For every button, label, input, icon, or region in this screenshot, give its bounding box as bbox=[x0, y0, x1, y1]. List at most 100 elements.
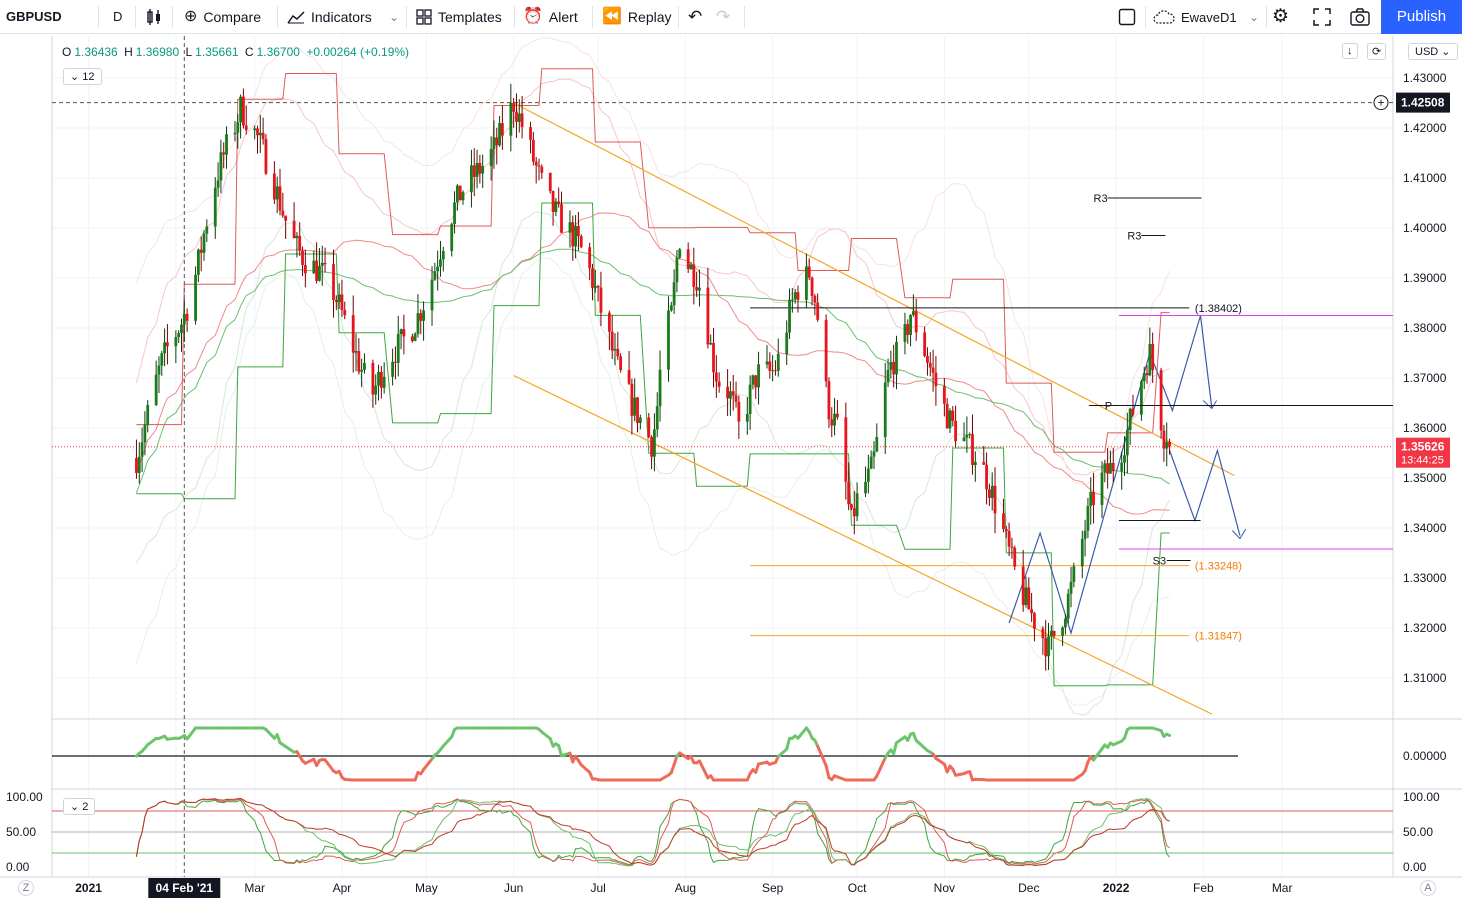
x-tick-label: 2021 bbox=[75, 881, 102, 895]
candle-body bbox=[492, 137, 496, 149]
candle-body bbox=[706, 287, 710, 345]
candle-body bbox=[332, 264, 335, 301]
stoch-fast-line bbox=[135, 798, 1170, 866]
cci-segment bbox=[540, 730, 552, 741]
interval-button[interactable]: D bbox=[113, 9, 123, 24]
cci-segment bbox=[323, 758, 335, 773]
divider bbox=[406, 6, 407, 28]
cci-segment bbox=[895, 735, 907, 745]
candle-body bbox=[971, 434, 974, 466]
candle-body bbox=[416, 313, 420, 334]
candle-body bbox=[1162, 430, 1166, 449]
indicators-dropdown-icon[interactable]: ⌄ bbox=[389, 10, 400, 24]
snapshot-button[interactable] bbox=[1350, 0, 1370, 34]
high-value: 1.36980 bbox=[135, 45, 180, 59]
chart-type-button[interactable] bbox=[146, 0, 168, 34]
scroll-down-button[interactable]: ↓ bbox=[1342, 43, 1358, 59]
drawings: (1.38402) (1.33248) (1.31847) bbox=[52, 36, 1393, 877]
cci-segment bbox=[934, 756, 946, 766]
cci-segment bbox=[284, 745, 296, 754]
settings-button[interactable]: ⚙ bbox=[1272, 0, 1289, 34]
templates-button[interactable]: Templates bbox=[416, 0, 502, 34]
plus-circle-icon: ⊕ bbox=[184, 8, 198, 25]
candle-body bbox=[827, 381, 831, 420]
candle-body bbox=[965, 434, 969, 438]
compare-button[interactable]: ⊕ Compare bbox=[184, 0, 261, 34]
chevron-down-icon: ⌄ bbox=[1441, 46, 1451, 58]
cci-segment bbox=[785, 736, 792, 751]
candle-body bbox=[903, 324, 907, 342]
candle-body bbox=[785, 332, 789, 354]
candle-body bbox=[909, 315, 912, 335]
undo-button[interactable]: ↶ bbox=[688, 0, 702, 34]
candle-body bbox=[835, 413, 839, 418]
crosshair-price-label: 1.42508 bbox=[1401, 96, 1445, 110]
redo-icon: ↷ bbox=[716, 7, 731, 26]
candle-body bbox=[219, 152, 223, 181]
candle-body bbox=[295, 235, 299, 239]
chart-canvas[interactable]: (1.38402) (1.33248) (1.31847) R3 R3 P S3 1.43… bbox=[0, 35, 1462, 902]
candle-body bbox=[875, 437, 879, 452]
candle-body bbox=[1120, 462, 1124, 472]
candle-body bbox=[303, 264, 307, 274]
currency-selector[interactable]: USD ⌄ bbox=[1408, 43, 1458, 60]
candle-body bbox=[636, 397, 639, 423]
arrow-down-icon: ↓ bbox=[1347, 45, 1353, 57]
indicators-collapse-toggle[interactable]: ⌄ 12 bbox=[63, 68, 102, 85]
candle-body bbox=[337, 294, 341, 302]
stoch-tick-label: 100.00 bbox=[1403, 790, 1440, 804]
candle-body bbox=[647, 417, 651, 438]
cci-pane bbox=[52, 726, 1238, 782]
reset-button[interactable]: ⟳ bbox=[1367, 43, 1387, 60]
candle-body bbox=[1092, 491, 1095, 506]
candle-body bbox=[281, 210, 285, 216]
layout-dropdown-icon[interactable]: ⌄ bbox=[1249, 10, 1260, 24]
divider bbox=[514, 6, 515, 28]
stoch-collapse-toggle[interactable]: ⌄ 2 bbox=[63, 798, 96, 815]
cci-segment bbox=[914, 738, 927, 750]
layout-square-button[interactable] bbox=[1118, 0, 1136, 34]
candle-body bbox=[745, 413, 749, 422]
candle-body bbox=[301, 250, 304, 265]
candle-body bbox=[934, 372, 938, 387]
candle-body bbox=[717, 381, 721, 387]
square-icon bbox=[1118, 8, 1136, 29]
indicators-button[interactable]: Indicators bbox=[287, 0, 372, 34]
candle-body bbox=[213, 187, 217, 227]
candle-body bbox=[540, 166, 544, 173]
candle-body bbox=[334, 300, 338, 302]
fullscreen-button[interactable] bbox=[1313, 0, 1331, 34]
candle-body bbox=[579, 236, 583, 248]
alert-button[interactable]: ⏰ Alert bbox=[523, 0, 578, 34]
stoch-tick-label-left: 50.00 bbox=[6, 825, 36, 839]
publish-button[interactable]: Publish bbox=[1381, 0, 1462, 34]
symbol-search[interactable]: GBPUSD bbox=[6, 9, 62, 24]
auto-scale-z-button[interactable]: Z bbox=[18, 880, 34, 896]
candle-body bbox=[458, 185, 462, 201]
candle-body bbox=[655, 406, 659, 430]
divider bbox=[172, 6, 173, 28]
candle-body bbox=[985, 464, 988, 490]
candle-body bbox=[1052, 630, 1056, 636]
layout-name-button[interactable]: EwaveD1 bbox=[1153, 0, 1237, 34]
candle-body bbox=[596, 285, 600, 288]
redo-button[interactable]: ↷ bbox=[716, 0, 730, 34]
candle-body bbox=[258, 132, 262, 136]
x-tick-label: Apr bbox=[333, 881, 352, 895]
high-label: H bbox=[124, 45, 133, 59]
candle-body bbox=[236, 122, 240, 133]
candle-body bbox=[1145, 373, 1149, 376]
auto-scale-a-button[interactable]: A bbox=[1420, 880, 1436, 896]
open-value: 1.36436 bbox=[74, 45, 118, 59]
candle-body bbox=[754, 375, 758, 388]
candle-body bbox=[1159, 370, 1163, 431]
replay-button[interactable]: ⏪ Replay bbox=[602, 0, 672, 34]
candle-body bbox=[1049, 630, 1053, 637]
candle-body bbox=[377, 371, 380, 386]
candle-body bbox=[954, 420, 958, 442]
candle-body bbox=[714, 372, 718, 382]
pivot-levels: R3 R3 P S3 bbox=[1088, 193, 1393, 568]
crosshair-price-box bbox=[1396, 92, 1450, 113]
pivot-level-label: R3 bbox=[1094, 193, 1108, 205]
candle-body bbox=[593, 285, 597, 288]
